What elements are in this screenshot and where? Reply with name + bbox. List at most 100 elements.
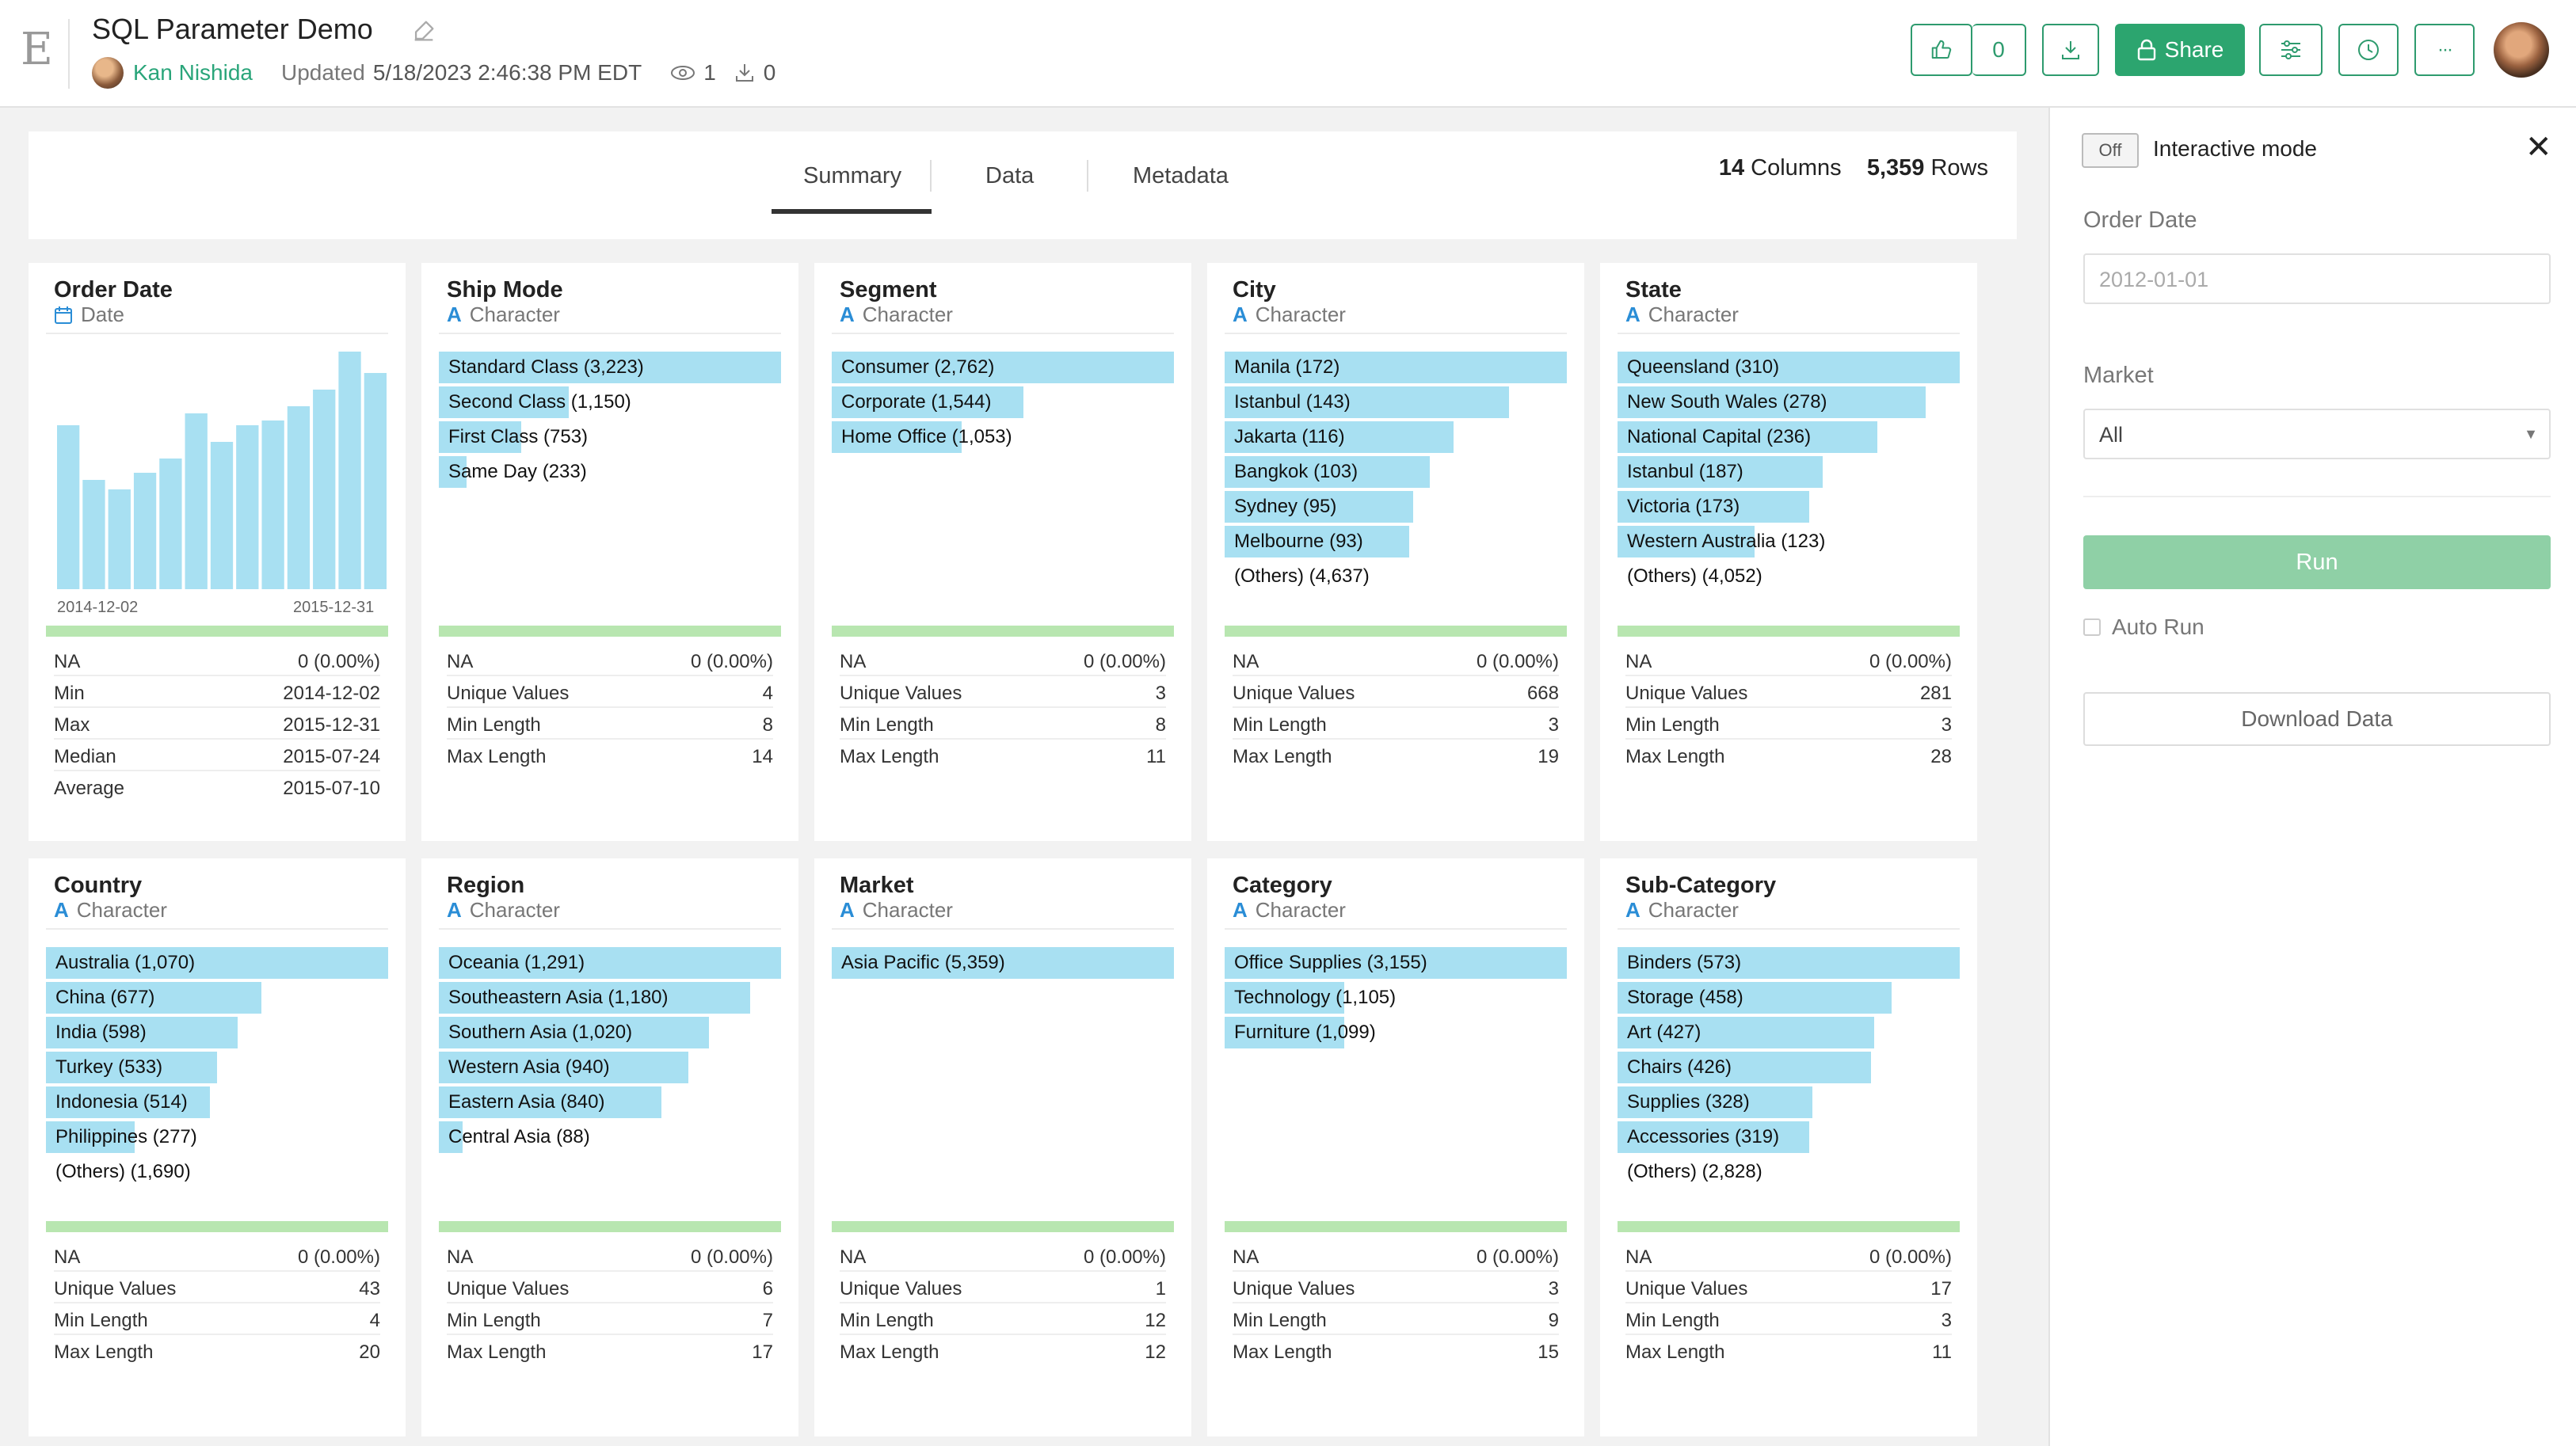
value-bar-row[interactable]: Corporate (1,544) — [832, 386, 1174, 418]
tab-summary[interactable]: Summary — [803, 163, 902, 188]
column-card[interactable]: Segment A Character Consumer (2,762) Corpora… — [814, 263, 1191, 841]
tab-data[interactable]: Data — [985, 163, 1035, 188]
column-card[interactable]: Market A Character Asia Pacific (5,359) NA 0 … — [814, 858, 1191, 1436]
tab-metadata[interactable]: Metadata — [1133, 163, 1229, 188]
more-button[interactable]: ··· — [2414, 24, 2475, 76]
value-bar-row[interactable]: Storage (458) — [1618, 982, 1960, 1014]
histogram-bar[interactable] — [108, 489, 131, 589]
value-bar-row[interactable]: Istanbul (187) — [1618, 456, 1960, 488]
value-bar-row[interactable]: Consumer (2,762) — [832, 352, 1174, 383]
value-bar-row[interactable]: Home Office (1,053) — [832, 421, 1174, 453]
value-bar-row[interactable]: Indonesia (514) — [46, 1086, 388, 1118]
value-bar-row[interactable]: Western Asia (940) — [439, 1052, 781, 1083]
value-bar-row[interactable]: First Class (753) — [439, 421, 781, 453]
value-bar-row[interactable]: Turkey (533) — [46, 1052, 388, 1083]
value-bar — [46, 1086, 211, 1118]
share-button[interactable]: Share — [2115, 24, 2245, 76]
value-bar-row[interactable]: (Others) (2,828) — [1618, 1156, 1960, 1188]
value-bar-row[interactable]: Central Asia (88) — [439, 1121, 781, 1153]
market-select[interactable]: All ▼ — [2083, 409, 2551, 459]
like-button[interactable] — [1911, 24, 1972, 76]
auto-run-option[interactable]: Auto Run — [2083, 615, 2204, 640]
download-data-button[interactable]: Download Data — [2083, 692, 2551, 746]
value-bar-label: Accessories (319) — [1627, 1126, 1780, 1147]
value-bar-row[interactable]: Standard Class (3,223) — [439, 352, 781, 383]
auto-run-checkbox[interactable] — [2083, 618, 2101, 636]
column-card[interactable]: City A Character Manila (172) Istanbul (143)… — [1207, 263, 1584, 841]
header-divider — [68, 19, 70, 89]
value-bar — [1618, 1121, 1809, 1153]
value-bar-row[interactable]: (Others) (1,690) — [46, 1156, 388, 1188]
value-bar-row[interactable]: (Others) (4,637) — [1225, 561, 1567, 592]
column-card[interactable]: Category A Character Office Supplies (3,155… — [1207, 858, 1584, 1436]
column-card[interactable]: Sub-Category A Character Binders (573) Stora… — [1600, 858, 1977, 1436]
histogram-bar[interactable] — [210, 442, 234, 589]
value-bar-row[interactable]: Bangkok (103) — [1225, 456, 1567, 488]
value-bar-row[interactable]: Technology (1,105) — [1225, 982, 1567, 1014]
histogram-bar[interactable] — [159, 459, 182, 589]
download-icon — [735, 64, 753, 82]
value-bar-row[interactable]: Australia (1,070) — [46, 947, 388, 979]
value-bar-row[interactable]: Binders (573) — [1618, 947, 1960, 979]
run-button[interactable]: Run — [2083, 535, 2551, 589]
value-bar-row[interactable]: Southern Asia (1,020) — [439, 1017, 781, 1048]
value-bar-row[interactable]: Western Australia (123) — [1618, 526, 1960, 557]
value-bar-row[interactable]: Asia Pacific (5,359) — [832, 947, 1174, 979]
value-bar-label: Indonesia (514) — [55, 1091, 188, 1113]
histogram-bar[interactable] — [236, 425, 259, 589]
na-indicator-bar — [46, 1221, 388, 1232]
histogram-bar[interactable] — [57, 425, 80, 589]
value-bar-row[interactable]: Philippines (277) — [46, 1121, 388, 1153]
value-bar-row[interactable]: Queensland (310) — [1618, 352, 1960, 383]
close-icon[interactable]: ✕ — [2525, 130, 2552, 165]
histogram-bar[interactable] — [313, 390, 336, 589]
value-bar-row[interactable]: Supplies (328) — [1618, 1086, 1960, 1118]
user-avatar[interactable] — [2494, 22, 2549, 78]
value-bar-row[interactable]: Southeastern Asia (1,180) — [439, 982, 781, 1014]
value-bar-row[interactable]: Accessories (319) — [1618, 1121, 1960, 1153]
edit-icon[interactable] — [410, 17, 437, 44]
histogram-bar[interactable] — [287, 406, 311, 589]
value-bar-row[interactable]: Melbourne (93) — [1225, 526, 1567, 557]
value-bar-row[interactable]: Victoria (173) — [1618, 491, 1960, 523]
value-bar-row[interactable]: Office Supplies (3,155) — [1225, 947, 1567, 979]
value-bar-row[interactable]: Eastern Asia (840) — [439, 1086, 781, 1118]
value-bar-row[interactable]: India (598) — [46, 1017, 388, 1048]
value-bar-row[interactable]: China (677) — [46, 982, 388, 1014]
value-bar-row[interactable]: Sydney (95) — [1225, 491, 1567, 523]
value-bar-row[interactable]: Same Day (233) — [439, 456, 781, 488]
value-bar-row[interactable]: (Others) (4,052) — [1618, 561, 1960, 592]
author-link[interactable]: Kan Nishida — [133, 60, 253, 85]
value-bar-row[interactable]: Second Class (1,150) — [439, 386, 781, 418]
value-bar-row[interactable]: Art (427) — [1618, 1017, 1960, 1048]
value-bar-row[interactable]: Furniture (1,099) — [1225, 1017, 1567, 1048]
stat-label: Min Length — [54, 1310, 148, 1331]
value-bar-row[interactable]: Manila (172) — [1225, 352, 1567, 383]
histogram-bar[interactable] — [261, 420, 284, 589]
histogram-bar[interactable] — [338, 352, 361, 589]
value-bar-row[interactable]: Oceania (1,291) — [439, 947, 781, 979]
column-card[interactable]: Ship Mode A Character Standard Class (3,223… — [421, 263, 798, 841]
download-button[interactable] — [2042, 24, 2099, 76]
stat-label: Min — [54, 683, 85, 704]
value-bar-row[interactable]: New South Wales (278) — [1618, 386, 1960, 418]
column-card[interactable]: Country A Character Australia (1,070) China … — [29, 858, 406, 1436]
value-bar-row[interactable]: Jakarta (116) — [1225, 421, 1567, 453]
column-card[interactable]: Region A Character Oceania (1,291) Southeast… — [421, 858, 798, 1436]
histogram-bar[interactable] — [364, 373, 387, 589]
app-logo[interactable]: E — [21, 24, 53, 75]
settings-button[interactable] — [2259, 24, 2323, 76]
histogram-bar[interactable] — [185, 413, 208, 589]
history-button[interactable] — [2338, 24, 2399, 76]
value-bar-row[interactable]: National Capital (236) — [1618, 421, 1960, 453]
order-date-input[interactable]: 2012-01-01 — [2083, 253, 2551, 304]
value-bar-row[interactable]: Istanbul (143) — [1225, 386, 1567, 418]
histogram-bar[interactable] — [82, 480, 105, 589]
histogram-bar[interactable] — [133, 473, 157, 589]
column-card[interactable]: State A Character Queensland (310) New South… — [1600, 263, 1977, 841]
value-bar-row[interactable]: Chairs (426) — [1618, 1052, 1960, 1083]
interactive-mode-toggle[interactable]: Off — [2082, 133, 2139, 168]
like-count[interactable]: 0 — [1972, 24, 2026, 76]
column-card[interactable]: Order Date Date 2014-12-02 2015-12-31 NA 0 (0… — [29, 263, 406, 841]
stat-row: Unique Values 6 — [447, 1272, 773, 1303]
